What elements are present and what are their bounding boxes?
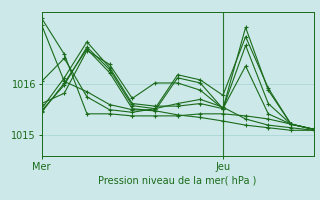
- X-axis label: Pression niveau de la mer( hPa ): Pression niveau de la mer( hPa ): [99, 176, 257, 186]
